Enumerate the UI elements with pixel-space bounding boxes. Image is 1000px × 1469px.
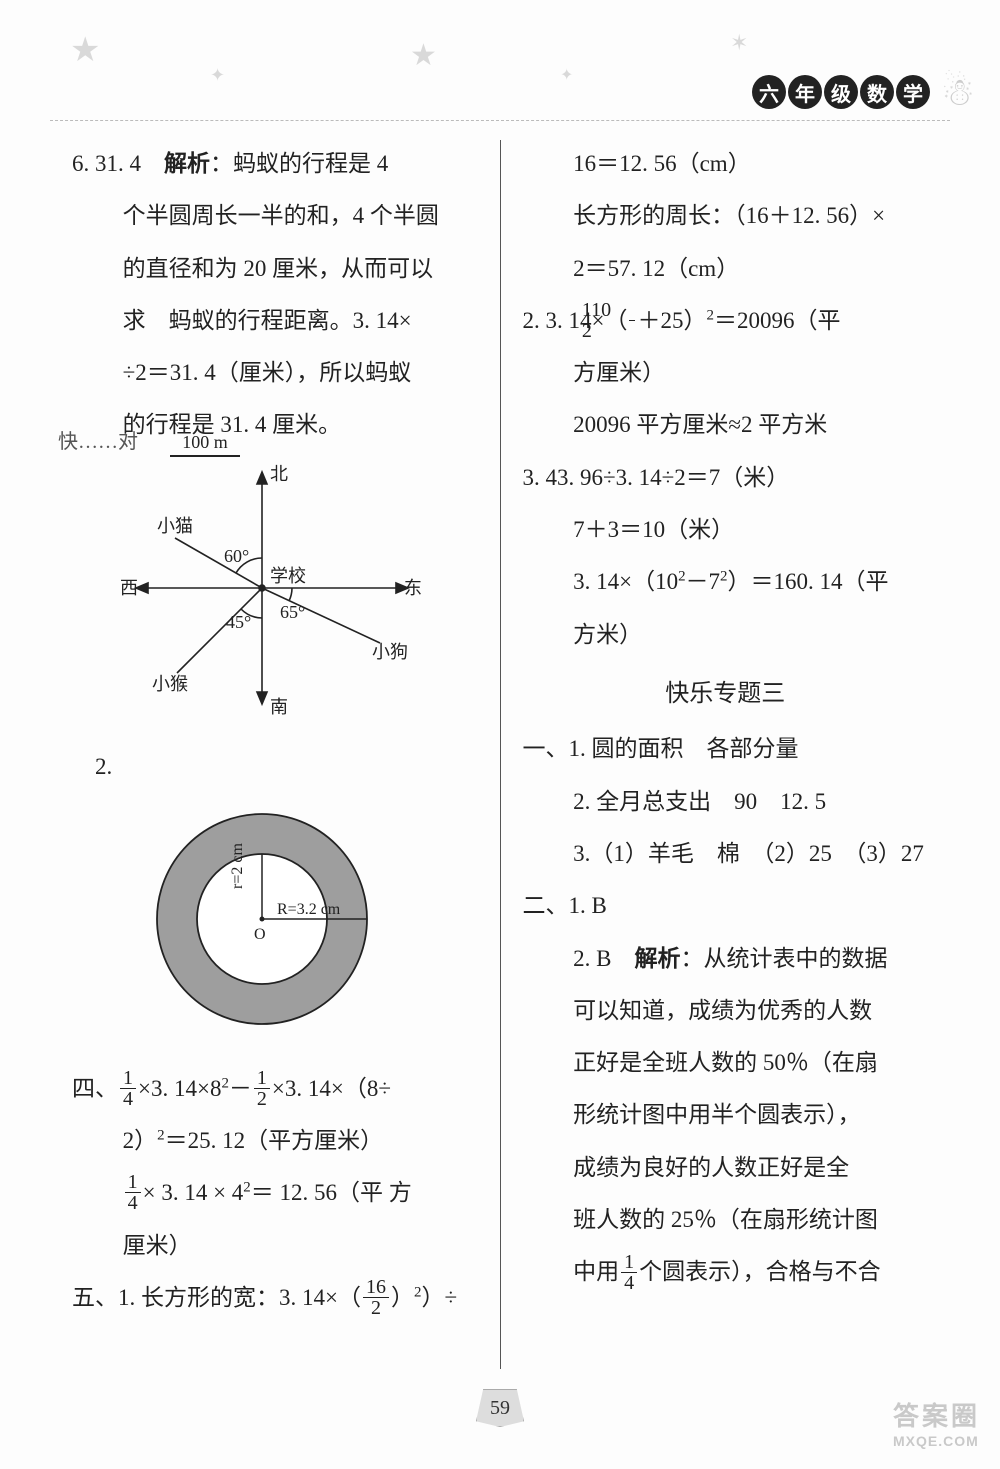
sec4-line3: 14× 3. 14 × 42＝ 12. 56（平 方 [72,1169,478,1217]
sec2-line2: 2. B 解析：从统计表中的数据 [523,935,929,983]
fraction: 14 [120,1068,136,1109]
angle-dog: 65° [280,602,305,622]
badge-char: 年 [788,75,822,109]
r-label: r=2 cm [229,843,246,889]
r-q3-line4: 方米） [523,611,929,659]
r-q3-line3: 3. 14×（102－72）＝160. 14（平 [523,558,929,606]
header-divider [50,120,950,121]
sec2-line: 形统计图中用半个圆表示）， [523,1091,929,1139]
sec1-line: 3.（1）羊毛 棉 （2）25 （3）27 [523,830,929,878]
badge-char: 级 [824,75,858,109]
fraction: 1102 [629,300,635,341]
page: ★ ✦ ★ ✦ ✶ 六 年 级 数 学 ☃ 快……对 100 m 6. 31. … [0,0,1000,1469]
badge-char: 数 [860,75,894,109]
dir-west: 西 [120,578,138,598]
r-q3-line: 7＋3＝10（米） [523,506,929,554]
page-number: 59 [476,1389,524,1427]
dir-east: 东 [404,578,422,598]
q6-line: 个半圆周长一半的和，4 个半圆 [72,192,478,240]
sec4-line2: 2）2＝25. 12（平方厘米） [72,1117,478,1165]
snowman-icon: ☃ [941,70,975,115]
cont-line: 16＝12. 56（cm） [523,140,929,188]
sec1-line: 2. 全月总支出 90 12. 5 [523,778,929,826]
r-q2-line2: 方厘米） [523,349,929,397]
R-label: R=3.2 cm [277,901,341,918]
compass-diagram: 北 南 东 西 学校 小猫 60° 小狗 65° 小猴 45° [102,458,478,735]
star-icon: ★ [410,38,437,73]
analysis-key: 解析 [634,946,680,971]
cont-line: 长方形的周长：（16＋12. 56）× [523,192,929,240]
watermark: 答案圈 MXQE.COM [893,1396,980,1449]
sec2-tail: 中用14个圆表示），合格与不合 [523,1248,929,1296]
r-q2-line3: 20096 平方厘米≈2 平方米 [523,401,929,449]
watermark-sub: MXQE.COM [893,1433,980,1449]
label-dog: 小狗 [372,642,408,662]
topic3-title: 快乐专题三 [523,669,929,719]
r-q3-line: 3. 43. 96÷3. 14÷2＝7（米） [523,454,929,502]
sec2-line: 可以知道，成绩为优秀的人数 [523,987,929,1035]
compass-svg: 北 南 东 西 学校 小猫 60° 小狗 65° 小猴 45° [102,458,422,718]
label-monkey: 小猴 [152,674,188,694]
q6-line: 的行程是 31. 4 厘米。 [72,401,478,449]
grade-subject-badge: 六 年 级 数 学 [752,75,930,109]
q2-label: 2. [72,743,478,791]
q6-line: 的直径和为 20 厘米，从而可以 [72,245,478,293]
dir-north: 北 [270,464,288,484]
ring-svg: O r=2 cm R=3.2 cm [142,799,382,1039]
angle-cat: 60° [224,546,249,566]
sec5-line: 五、1. 长方形的宽：3. 14×（162）2）÷ [72,1274,478,1322]
sec2-line: 正好是全班人数的 50％（在扇 [523,1039,929,1087]
fraction: 12 [254,1068,270,1109]
star-icon: ★ [70,30,100,70]
q6-line: 求 蚂蚁的行程距离。3. 14× [72,297,478,345]
q6-label: 6. 31. 4 [72,151,164,176]
star-icon: ✦ [210,65,225,86]
q6-line: ÷2＝31. 4（厘米），所以蚂蚁 [72,349,478,397]
fraction: 14 [125,1172,141,1213]
sec2-line: 班人数的 25％（在扇形统计图 [523,1196,929,1244]
center-label: 学校 [270,566,306,586]
sec4-prefix: 四、 [72,1076,118,1101]
sec1-line: 一、1. 圆的面积 各部分量 [523,725,929,773]
O-label: O [254,926,266,943]
content-columns: 6. 31. 4 解析：蚂蚁的行程是 4 个半圆周长一半的和，4 个半圆 的直径… [60,140,940,1369]
analysis-key: 解析 [164,151,210,176]
sec2-line1: 二、1. B [523,882,929,930]
r-q2-line1: 2. 3. 14×（1102＋25）2＝20096（平 [523,297,929,345]
dir-south: 南 [270,697,288,717]
watermark-main: 答案圈 [893,1401,980,1431]
left-column: 6. 31. 4 解析：蚂蚁的行程是 4 个半圆周长一半的和，4 个半圆 的直径… [60,140,501,1369]
sec4-line4: 厘米） [72,1222,478,1270]
label-cat: 小猫 [157,516,193,536]
cont-line: 2＝57. 12（cm） [523,245,929,293]
badge-char: 六 [752,75,786,109]
angle-monkey: 45° [226,612,251,632]
badge-char: 学 [896,75,930,109]
star-icon: ✶ [730,30,748,56]
ring-diagram: O r=2 cm R=3.2 cm [142,799,478,1056]
right-column: 16＝12. 56（cm） 长方形的周长：（16＋12. 56）× 2＝57. … [501,140,941,1369]
sec4-line1: 四、14×3. 14×82－12×3. 14×（8÷ [72,1065,478,1113]
sec2-line: 成绩为良好的人数正好是全 [523,1144,929,1192]
star-icon: ✦ [560,65,573,85]
q6-line: 6. 31. 4 解析：蚂蚁的行程是 4 [72,140,478,188]
fraction: 162 [363,1277,389,1318]
q6-text: ：蚂蚁的行程是 4 [210,151,388,176]
fraction: 14 [621,1252,637,1293]
